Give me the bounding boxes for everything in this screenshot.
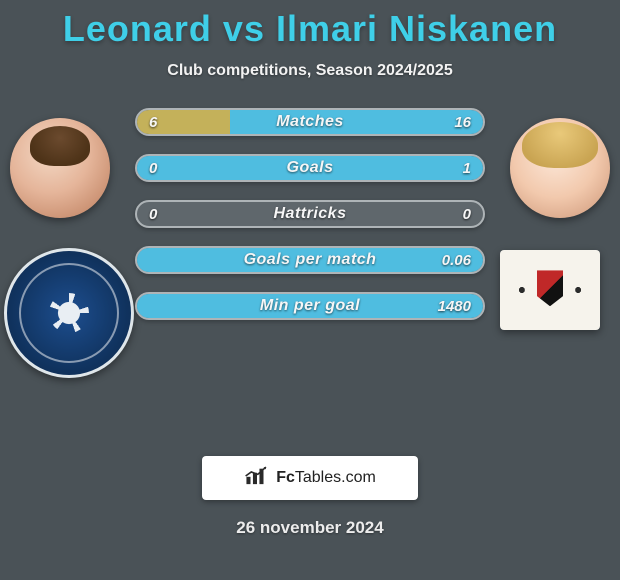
stat-bars: 616Matches 01Goals 00Hattricks 0.06Goals pe…: [135, 108, 485, 338]
stat-row: 616Matches: [135, 108, 485, 136]
stat-label: Goals: [137, 156, 483, 180]
player-left-avatar: [10, 118, 110, 218]
comparison-panel: 616Matches 01Goals 00Hattricks 0.06Goals pe…: [0, 108, 620, 398]
source-text: FcTables.com: [276, 469, 376, 487]
source-badge: FcTables.com: [202, 456, 418, 500]
stat-row: 01Goals: [135, 154, 485, 182]
page-title: Leonard vs Ilmari Niskanen: [0, 0, 620, 50]
player-right-club-badge: [500, 250, 600, 330]
stat-row: 0.06Goals per match: [135, 246, 485, 274]
stat-label: Min per goal: [137, 294, 483, 318]
player-left-club-badge: [4, 248, 134, 378]
stat-label: Goals per match: [137, 248, 483, 272]
subtitle: Club competitions, Season 2024/2025: [0, 62, 620, 80]
stat-label: Hattricks: [137, 202, 483, 226]
chart-icon: [244, 465, 270, 492]
stat-label: Matches: [137, 110, 483, 134]
stat-row: 00Hattricks: [135, 200, 485, 228]
date-label: 26 november 2024: [0, 518, 620, 538]
stat-row: 1480Min per goal: [135, 292, 485, 320]
player-right-avatar: [510, 118, 610, 218]
